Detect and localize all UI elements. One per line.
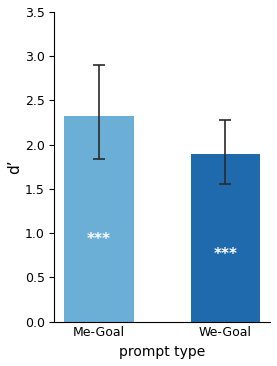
Bar — [191, 153, 260, 322]
Bar — [64, 116, 134, 322]
Text: ***: *** — [214, 247, 237, 262]
Y-axis label: d’: d’ — [7, 160, 22, 174]
X-axis label: prompt type: prompt type — [119, 345, 205, 359]
Text: ***: *** — [87, 232, 111, 247]
